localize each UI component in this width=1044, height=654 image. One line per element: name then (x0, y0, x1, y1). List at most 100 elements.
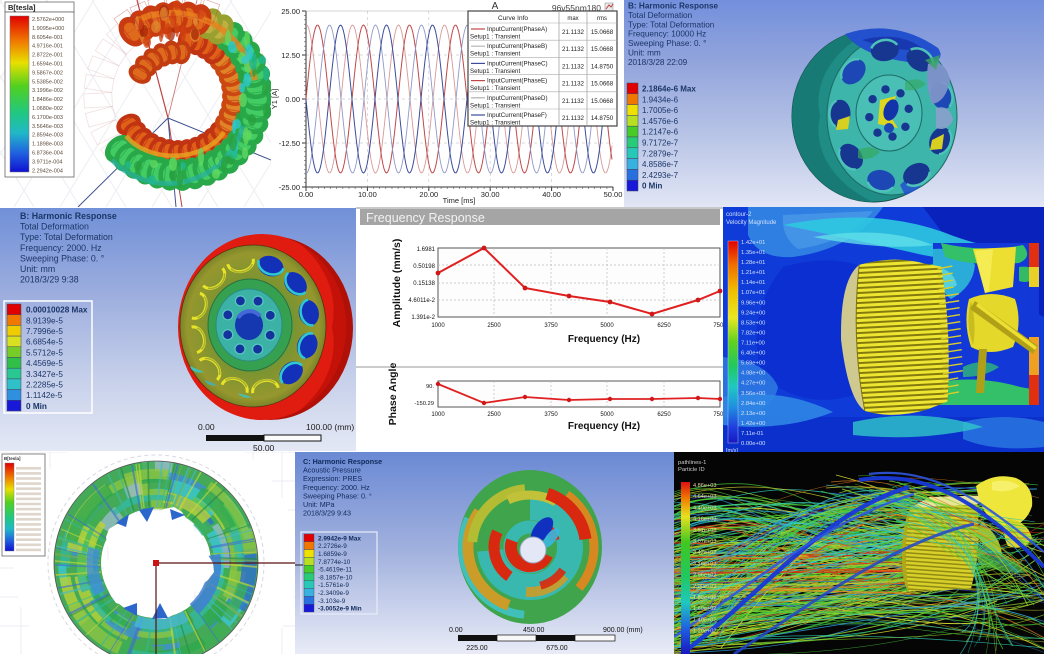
svg-text:90.: 90. (426, 384, 434, 390)
svg-text:4.4569e-5: 4.4569e-5 (26, 359, 63, 368)
svg-text:4.8586e-7: 4.8586e-7 (642, 160, 679, 169)
svg-text:2.84e+00: 2.84e+00 (741, 401, 765, 407)
svg-text:3.5646e-003: 3.5646e-003 (32, 124, 63, 130)
svg-text:InputCurrent(PhaseB): InputCurrent(PhaseB) (487, 43, 547, 50)
svg-text:2.13e+00: 2.13e+00 (741, 411, 765, 417)
svg-text:2500: 2500 (487, 323, 501, 329)
svg-text:40.00: 40.00 (542, 190, 561, 199)
svg-text:4.64e+03: 4.64e+03 (693, 494, 717, 500)
svg-text:675.00: 675.00 (546, 645, 568, 652)
svg-text:21.1132: 21.1132 (562, 46, 584, 53)
svg-text:rms: rms (597, 16, 607, 22)
svg-text:-5.4619e-11: -5.4619e-11 (318, 567, 352, 574)
svg-text:6.40e+00: 6.40e+00 (741, 351, 765, 357)
svg-text:Expression: PRES: Expression: PRES (303, 474, 362, 483)
svg-text:0.50198: 0.50198 (413, 264, 435, 270)
svg-text:Unit: mm: Unit: mm (20, 264, 55, 274)
svg-text:-3.103e-9: -3.103e-9 (318, 598, 346, 605)
svg-text:30.00: 30.00 (481, 190, 500, 199)
svg-text:5000: 5000 (600, 412, 614, 418)
svg-text:3.16e+02: 3.16e+02 (693, 561, 717, 567)
svg-text:3.51e+03: 3.51e+03 (693, 528, 717, 534)
svg-text:C: Harmonic Response: C: Harmonic Response (303, 457, 382, 466)
svg-text:1.42e+01: 1.42e+01 (741, 240, 765, 246)
svg-text:7.11e+00: 7.11e+00 (741, 341, 765, 347)
svg-text:8.53e+00: 8.53e+00 (741, 320, 765, 326)
svg-text:2.2942e-004: 2.2942e-004 (32, 168, 63, 174)
svg-text:Type: Total Deformation: Type: Total Deformation (20, 232, 113, 242)
svg-text:Frequency: 2000. Hz: Frequency: 2000. Hz (303, 483, 370, 492)
svg-text:B[tesla]: B[tesla] (4, 456, 21, 461)
svg-text:450.00: 450.00 (523, 627, 545, 634)
svg-text:Total Deformation: Total Deformation (20, 222, 89, 232)
svg-text:4.6011e-2: 4.6011e-2 (408, 298, 435, 304)
svg-text:8.6054e-001: 8.6054e-001 (32, 35, 63, 41)
svg-text:8.9139e-5: 8.9139e-5 (26, 316, 63, 325)
svg-text:15.0668: 15.0668 (591, 29, 614, 36)
svg-text:InputCurrent(PhaseC): InputCurrent(PhaseC) (487, 60, 548, 67)
svg-text:Setup1 : Transient: Setup1 : Transient (470, 51, 520, 58)
svg-text:3.07e+03: 3.07e+03 (693, 539, 717, 545)
svg-text:21.1132: 21.1132 (562, 63, 584, 70)
svg-text:Y1 [A]: Y1 [A] (271, 89, 279, 109)
svg-text:Setup1 : Transient: Setup1 : Transient (470, 85, 520, 92)
svg-text:Sweeping Phase: 0. °: Sweeping Phase: 0. ° (20, 253, 104, 263)
svg-text:96v55nm180: 96v55nm180 (552, 3, 601, 13)
svg-text:14.8750: 14.8750 (591, 63, 614, 70)
svg-text:Frequency (Hz): Frequency (Hz) (568, 421, 640, 432)
svg-text:Velocity Magnitude: Velocity Magnitude (726, 220, 777, 226)
svg-text:10.00: 10.00 (358, 190, 377, 199)
svg-text:Frequency Response: Frequency Response (366, 211, 485, 225)
svg-text:7.11e-01: 7.11e-01 (741, 431, 763, 437)
svg-text:1.40e+02: 1.40e+02 (693, 617, 717, 623)
svg-text:Phase Angle: Phase Angle (387, 363, 399, 426)
svg-text:6.1700e-003: 6.1700e-003 (32, 115, 63, 121)
svg-text:2.2726e-9: 2.2726e-9 (318, 543, 347, 550)
svg-text:1.42e+00: 1.42e+00 (741, 421, 765, 427)
svg-text:1.391e-2: 1.391e-2 (411, 315, 435, 321)
svg-text:1.80e+02: 1.80e+02 (693, 595, 717, 601)
svg-text:21.1132: 21.1132 (562, 98, 584, 105)
svg-text:1.21e+01: 1.21e+01 (741, 270, 765, 276)
svg-text:1.60e+02: 1.60e+02 (693, 606, 717, 612)
svg-text:Setup1 : Transient: Setup1 : Transient (470, 120, 520, 127)
svg-text:12.50: 12.50 (281, 51, 300, 60)
svg-text:21.1132: 21.1132 (562, 115, 584, 122)
svg-text:Time [ms]: Time [ms] (443, 196, 476, 205)
svg-text:1.7005e-6: 1.7005e-6 (642, 106, 679, 115)
svg-text:-3.0052e-9 Min: -3.0052e-9 Min (318, 606, 362, 613)
svg-text:14.8750: 14.8750 (591, 115, 614, 122)
svg-text:3.56e+00: 3.56e+00 (741, 391, 765, 397)
svg-text:Amplitude (mm/s): Amplitude (mm/s) (391, 239, 403, 328)
svg-text:InputCurrent(PhaseD): InputCurrent(PhaseD) (487, 95, 548, 102)
svg-text:Frequency: 10000 Hz: Frequency: 10000 Hz (628, 30, 706, 39)
svg-text:225.00: 225.00 (466, 645, 488, 652)
svg-text:2500: 2500 (487, 412, 501, 418)
svg-text:25.00: 25.00 (281, 7, 300, 16)
svg-text:0 Min: 0 Min (26, 402, 47, 411)
svg-text:Total Deformation: Total Deformation (628, 11, 693, 20)
svg-text:[m/s]: [m/s] (726, 448, 738, 454)
svg-text:0.00: 0.00 (285, 95, 300, 104)
svg-text:0.00: 0.00 (198, 422, 215, 432)
svg-text:1.07e+01: 1.07e+01 (741, 290, 765, 296)
svg-text:9.5867e-002: 9.5867e-002 (32, 70, 63, 76)
svg-text:4.40e+03: 4.40e+03 (693, 505, 717, 511)
svg-text:100.00 (mm): 100.00 (mm) (306, 422, 354, 432)
svg-text:1.28e+01: 1.28e+01 (741, 260, 765, 266)
svg-text:15.0668: 15.0668 (591, 46, 614, 53)
svg-text:4.86e+03: 4.86e+03 (693, 483, 717, 489)
svg-text:4.9716e-001: 4.9716e-001 (32, 44, 63, 50)
svg-text:2018/3/28 22:09: 2018/3/28 22:09 (628, 58, 688, 67)
svg-text:0.00: 0.00 (299, 190, 314, 199)
svg-text:Setup1 : Transient: Setup1 : Transient (470, 102, 520, 109)
svg-text:1.9434e-6: 1.9434e-6 (642, 95, 679, 104)
svg-text:4.16e+03: 4.16e+03 (693, 517, 717, 523)
svg-text:9.24e+00: 9.24e+00 (741, 310, 765, 316)
svg-text:1000: 1000 (431, 412, 445, 418)
svg-text:1000: 1000 (431, 323, 445, 329)
svg-text:21.1132: 21.1132 (562, 81, 584, 88)
svg-text:5.5385e-002: 5.5385e-002 (32, 79, 63, 85)
svg-text:7500: 7500 (713, 323, 723, 329)
svg-text:7.7996e-5: 7.7996e-5 (26, 327, 63, 336)
